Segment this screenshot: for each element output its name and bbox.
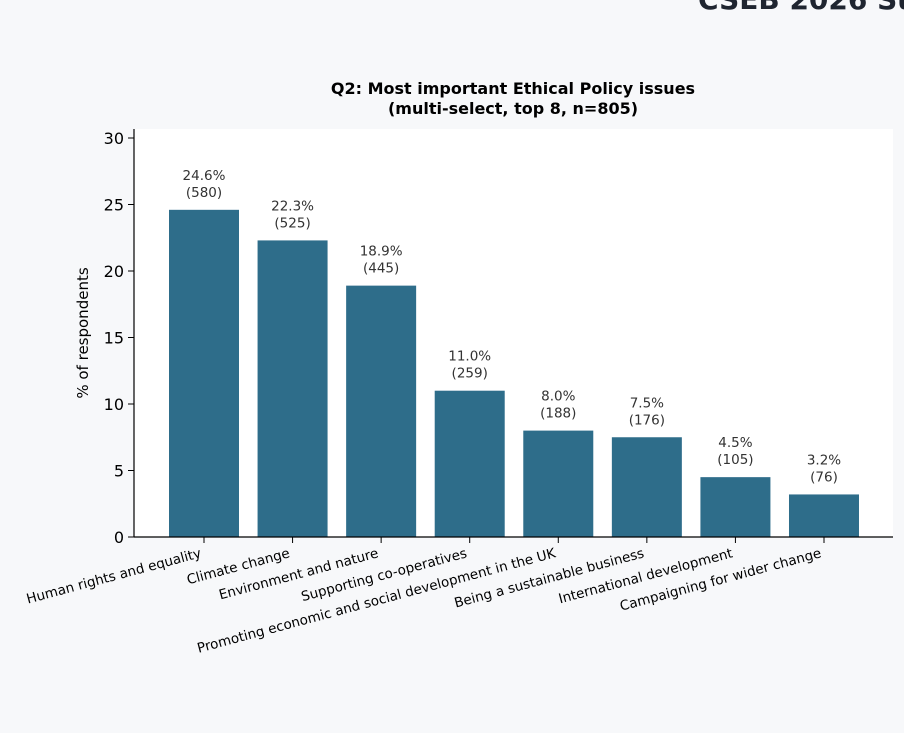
bar-count-label: (76) (810, 469, 838, 485)
y-tick-label: 25 (104, 196, 124, 215)
bar (434, 390, 505, 537)
bar-count-label: (259) (452, 366, 488, 382)
x-tick-label: Human rights and equality (25, 545, 203, 607)
bar-count-label: (580) (186, 185, 222, 201)
bar (169, 209, 239, 537)
bar (523, 430, 594, 537)
y-tick-label: 30 (104, 129, 124, 148)
page-header-title: CSEB 2026 Su (698, 0, 904, 16)
y-axis-label: % of respondents (74, 267, 92, 398)
bar (346, 285, 417, 537)
y-ticks-group: 0 5 10 15 20 25 30 (104, 129, 134, 547)
bar-value-label: 7.5% (630, 395, 664, 411)
y-tick-label: 15 (104, 329, 124, 348)
chart-title: Q2: Most important Ethical Policy issues (331, 79, 695, 98)
bar-count-label: (525) (274, 215, 310, 231)
y-tick-label: 20 (104, 262, 124, 281)
bars-group (169, 209, 859, 537)
plot-background (134, 129, 893, 537)
bar-value-label: 3.2% (807, 452, 841, 468)
data-labels-group: 24.6%(580) 22.3%(525) 18.9%(445) 11.0%(259)… (183, 168, 842, 486)
bar (257, 240, 328, 537)
bar-count-label: (105) (717, 452, 753, 468)
bar-count-label: (188) (540, 406, 576, 422)
bar-count-label: (445) (363, 261, 399, 277)
y-tick-label: 10 (104, 395, 124, 414)
bar-value-label: 8.0% (541, 389, 575, 405)
bar-value-label: 24.6% (183, 168, 226, 184)
bar-count-label: (176) (629, 412, 665, 428)
bar-value-label: 18.9% (360, 244, 403, 260)
chart-subtitle: (multi-select, top 8, n=805) (388, 99, 638, 118)
y-tick-label: 0 (114, 528, 124, 547)
bar-value-label: 11.0% (448, 349, 491, 365)
bar-value-label: 4.5% (718, 435, 752, 451)
bar (611, 437, 682, 537)
bar (700, 477, 771, 537)
bar-value-label: 22.3% (271, 198, 314, 214)
bar (788, 494, 859, 537)
y-tick-label: 5 (114, 462, 124, 481)
